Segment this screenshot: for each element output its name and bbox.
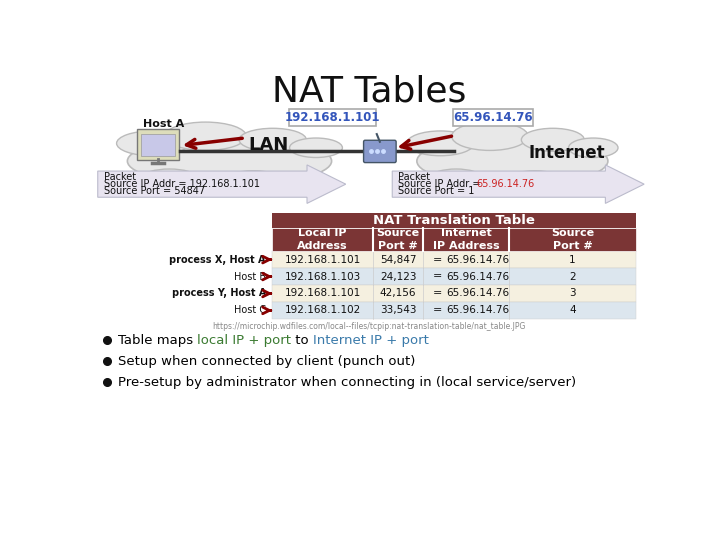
Text: Internet: Internet — [528, 144, 605, 161]
FancyBboxPatch shape — [272, 251, 636, 268]
Text: LAN: LAN — [248, 136, 289, 154]
Ellipse shape — [289, 138, 343, 158]
FancyBboxPatch shape — [373, 228, 423, 251]
Text: 192.168.1.103: 192.168.1.103 — [284, 272, 361, 281]
Text: 2: 2 — [569, 272, 576, 281]
Text: 42,156: 42,156 — [380, 288, 416, 299]
Text: Internet
IP Address: Internet IP Address — [433, 228, 499, 251]
Ellipse shape — [417, 137, 608, 185]
FancyBboxPatch shape — [364, 140, 396, 163]
Text: 65.96.14.76: 65.96.14.76 — [476, 179, 534, 189]
Text: =: = — [433, 288, 442, 299]
Ellipse shape — [431, 169, 481, 185]
Text: Packet: Packet — [104, 172, 136, 182]
Text: =: = — [433, 272, 442, 281]
FancyBboxPatch shape — [138, 129, 179, 159]
Text: 65.96.14.76: 65.96.14.76 — [453, 111, 533, 124]
Text: 192.168.1.101: 192.168.1.101 — [284, 288, 361, 299]
Ellipse shape — [165, 122, 246, 151]
Text: Packet: Packet — [398, 172, 431, 182]
Text: 4: 4 — [569, 306, 576, 315]
FancyBboxPatch shape — [508, 228, 636, 251]
Ellipse shape — [239, 129, 307, 151]
FancyBboxPatch shape — [289, 110, 376, 126]
Text: Source IP Addr =: Source IP Addr = — [398, 179, 484, 189]
Text: 33,543: 33,543 — [380, 306, 416, 315]
Text: 192.168.1.101: 192.168.1.101 — [284, 255, 361, 265]
Text: Source
Port #: Source Port # — [551, 228, 594, 251]
Ellipse shape — [508, 171, 562, 187]
Text: to: to — [292, 334, 313, 347]
Text: 3: 3 — [569, 288, 576, 299]
Text: process Y, Host A: process Y, Host A — [171, 288, 266, 299]
FancyBboxPatch shape — [423, 228, 508, 251]
Text: Setup when connected by client (punch out): Setup when connected by client (punch ou… — [118, 355, 415, 368]
Ellipse shape — [127, 137, 332, 185]
Text: 192.168.1.101: 192.168.1.101 — [285, 111, 380, 124]
Text: https://microchip.wdfiles.com/local--files/tcpip:nat-translation-table/nat_table: https://microchip.wdfiles.com/local--fil… — [212, 322, 526, 331]
Text: local IP + port: local IP + port — [197, 334, 292, 347]
Text: 65.96.14.76: 65.96.14.76 — [446, 272, 510, 281]
Text: 54,847: 54,847 — [380, 255, 416, 265]
Text: Source IP Addr = 192.168.1.101: Source IP Addr = 192.168.1.101 — [104, 179, 260, 189]
Polygon shape — [392, 165, 644, 204]
Text: Local IP
Address: Local IP Address — [297, 228, 348, 251]
Ellipse shape — [407, 131, 474, 156]
Text: Host C: Host C — [234, 306, 266, 315]
Text: Host A: Host A — [143, 119, 184, 129]
Ellipse shape — [521, 129, 585, 151]
Text: Source Port = 54847: Source Port = 54847 — [104, 186, 205, 196]
Text: Host B: Host B — [234, 272, 266, 281]
Text: 65.96.14.76: 65.96.14.76 — [446, 288, 510, 299]
Text: Source Port = 1: Source Port = 1 — [398, 186, 474, 196]
Text: 65.96.14.76: 65.96.14.76 — [446, 306, 510, 315]
Text: NAT Translation Table: NAT Translation Table — [373, 214, 535, 227]
Text: process X, Host A: process X, Host A — [169, 255, 266, 265]
Text: 1: 1 — [569, 255, 576, 265]
FancyBboxPatch shape — [272, 268, 636, 285]
Text: =: = — [433, 306, 442, 315]
FancyBboxPatch shape — [141, 134, 175, 156]
Text: 192.168.1.102: 192.168.1.102 — [284, 306, 361, 315]
Text: NAT Tables: NAT Tables — [272, 74, 466, 108]
Text: Table maps: Table maps — [118, 334, 197, 347]
FancyBboxPatch shape — [272, 213, 636, 228]
Ellipse shape — [451, 122, 528, 151]
Text: Internet IP + port: Internet IP + port — [313, 334, 429, 347]
Text: =: = — [433, 255, 442, 265]
Text: 24,123: 24,123 — [380, 272, 416, 281]
Text: Pre-setup by administrator when connecting in (local service/server): Pre-setup by administrator when connecti… — [118, 375, 576, 389]
Text: 65.96.14.76: 65.96.14.76 — [446, 255, 510, 265]
Ellipse shape — [225, 171, 282, 187]
Ellipse shape — [143, 169, 196, 185]
Text: Source
Port #: Source Port # — [377, 228, 420, 251]
FancyBboxPatch shape — [272, 285, 636, 302]
Ellipse shape — [569, 138, 618, 158]
FancyBboxPatch shape — [454, 110, 533, 126]
FancyBboxPatch shape — [272, 228, 373, 251]
Polygon shape — [98, 165, 346, 204]
FancyBboxPatch shape — [272, 302, 636, 319]
Ellipse shape — [117, 131, 189, 156]
